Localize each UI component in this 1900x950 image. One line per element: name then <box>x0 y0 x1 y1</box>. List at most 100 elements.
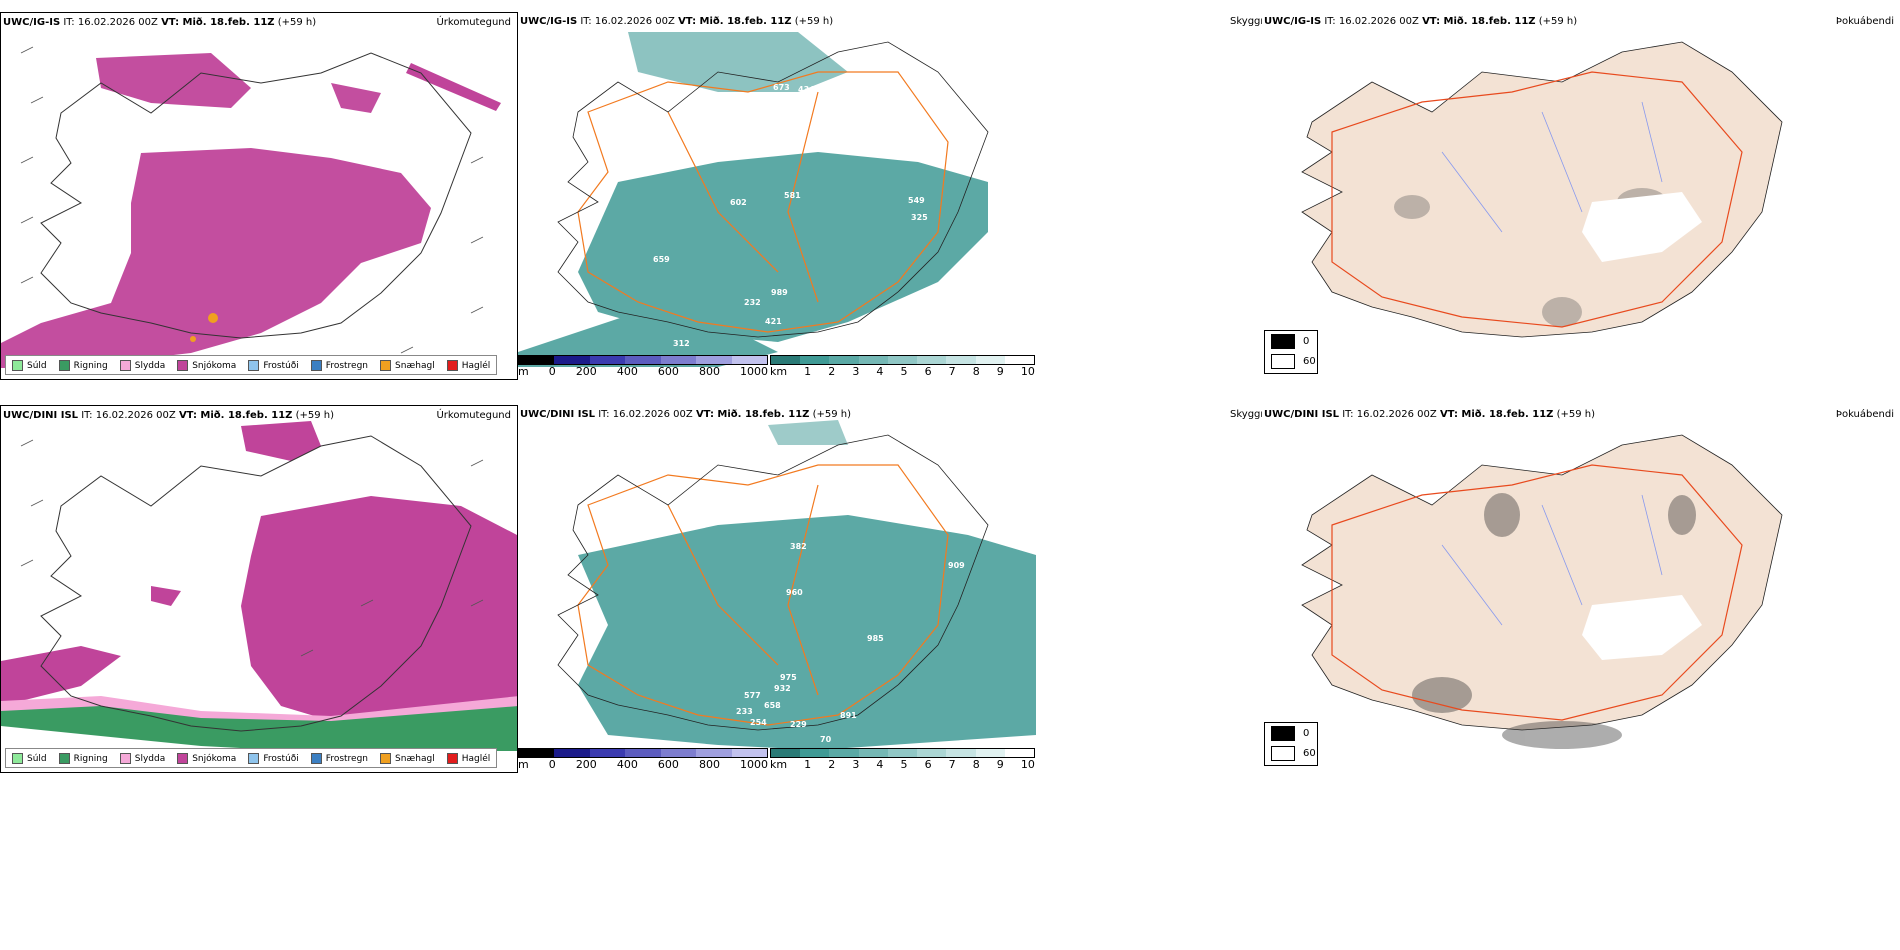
map-value-label: 79 <box>890 496 902 505</box>
roads <box>577 71 949 333</box>
fog-legend-item-0: 0 <box>1265 723 1317 743</box>
map-value-label: 659 <box>653 255 670 264</box>
map-value-label: 932 <box>774 684 791 693</box>
map-value-label: 985 <box>867 634 884 643</box>
rivers <box>1441 101 1663 233</box>
precip-snow-band <box>406 63 501 111</box>
fog-legend-item-60: 60 <box>1265 743 1317 763</box>
map-value-label: 434 <box>798 85 815 94</box>
low-visibility-area <box>578 420 1036 750</box>
map-value-label: 325 <box>911 213 928 222</box>
land <box>1301 434 1783 731</box>
panel-title: UWC/IG-IS IT: 16.02.2026 00Z VT: Mið. 18… <box>3 17 317 28</box>
coastline <box>557 434 989 731</box>
fog-legend-item-60: 60 <box>1265 351 1317 371</box>
fog-index-legend: 0 60 <box>1264 722 1318 766</box>
precip-type-map-ig-is: UWC/IG-IS IT: 16.02.2026 00Z VT: Mið. 18… <box>0 12 518 380</box>
roads <box>1331 71 1743 328</box>
map-value-label: 658 <box>764 701 781 710</box>
map-value-label: 53 <box>888 103 899 112</box>
precip-rain-band <box>1 706 517 751</box>
panel-title: UWC/DINI ISL IT: 16.02.2026 00Z VT: Mið.… <box>1264 409 1596 420</box>
legend-item-frostregn: Frostregn <box>310 752 368 764</box>
map-value-label: 909 <box>948 561 965 570</box>
cloud-base-labels: 329 79 64 382 909 960 985 975 932 577 65… <box>736 476 965 744</box>
land <box>1301 41 1783 338</box>
map-value-label: 581 <box>784 191 801 200</box>
low-visibility-area <box>518 32 988 367</box>
visibility-parameter-name: Skyggni <box>1230 16 1270 27</box>
map-value-label: 975 <box>780 673 797 682</box>
map-value-label: 989 <box>771 288 788 297</box>
map-value-label: 312 <box>673 339 690 348</box>
visibility-scale: km 1 2 3 4 5 6 7 8 9 10 <box>770 748 1035 771</box>
map-value-label: 960 <box>786 588 803 597</box>
fog-map-canvas <box>1301 434 1783 749</box>
cloud-base-scale: m 0 200 400 600 800 1000 <box>518 355 768 378</box>
legend-item-haglel: Haglél <box>446 359 490 371</box>
legend-item-snaehagl: Snæhagl <box>380 359 435 371</box>
visibility-map-dini: UWC/DINI ISL IT: 16.02.2026 00Z VT: Mið.… <box>518 405 1036 773</box>
roads <box>1331 464 1743 721</box>
roads <box>577 464 949 726</box>
visibility-map-canvas: 673 434 53 602 581 549 325 659 989 232 4… <box>518 32 989 367</box>
legend-item-sleet: Slydda <box>119 359 165 371</box>
panel-parameter-name: Þokuábendi <box>1835 409 1894 420</box>
map-value-label: 254 <box>750 718 767 727</box>
precip-map-canvas <box>1 46 501 368</box>
fog-map-canvas <box>1301 41 1783 338</box>
visibility-parameter-name: Skyggni <box>1230 409 1270 420</box>
panel-title: UWC/IG-IS IT: 16.02.2026 00Z VT: Mið. 18… <box>520 16 834 27</box>
precip-type-legend: Súld Rigning Slydda Snjókoma Frostúði Fr… <box>5 355 498 375</box>
fog-index-map-ig-is: UWC/IG-IS IT: 16.02.2026 00Z VT: Mið. 18… <box>1262 12 1900 380</box>
map-value-label: 232 <box>744 298 761 307</box>
legend-item-rain: Rigning <box>58 752 108 764</box>
map-value-label: 602 <box>730 198 747 207</box>
precip-snow-area <box>1 421 517 721</box>
precip-snow-area <box>1 53 431 368</box>
panel-title: UWC/DINI ISL IT: 16.02.2026 00Z VT: Mið.… <box>3 410 335 421</box>
legend-item-snaehagl: Snæhagl <box>380 752 435 764</box>
glacier-white <box>1582 595 1702 660</box>
legend-item-frostudi: Frostúði <box>248 752 299 764</box>
map-value-label: 70 <box>820 735 832 744</box>
rivers <box>1441 494 1663 626</box>
fog-index-legend: 0 60 <box>1264 330 1318 374</box>
panel-title: UWC/DINI ISL IT: 16.02.2026 00Z VT: Mið.… <box>520 409 852 420</box>
fog-legend-item-0: 0 <box>1265 331 1317 351</box>
map-value-label: 233 <box>736 707 753 716</box>
precip-type-legend: Súld Rigning Slydda Snjókoma Frostúði Fr… <box>5 748 498 768</box>
precip-type-map-dini: UWC/DINI ISL IT: 16.02.2026 00Z VT: Mið.… <box>0 405 518 773</box>
map-value-label: 382 <box>790 542 807 551</box>
map-value-label: 329 <box>843 476 860 485</box>
legend-item-rain: Rigning <box>58 359 108 371</box>
legend-item-frostudi: Frostúði <box>248 359 299 371</box>
map-value-label: 64 <box>893 508 905 517</box>
legend-item-drizzle: Súld <box>12 752 47 764</box>
map-value-label: 577 <box>744 691 761 700</box>
coastline <box>40 435 472 732</box>
map-value-label: 229 <box>790 720 807 729</box>
glacier-white <box>1582 192 1702 262</box>
map-value-label: 891 <box>840 711 857 720</box>
panel-title: UWC/IG-IS IT: 16.02.2026 00Z VT: Mið. 18… <box>1264 16 1578 27</box>
fog-shading <box>1412 493 1696 749</box>
map-value-label: 421 <box>765 317 782 326</box>
cloud-base-labels: 673 434 53 602 581 549 325 659 989 232 4… <box>653 83 928 348</box>
legend-item-frostregn: Frostregn <box>310 359 368 371</box>
coastline <box>557 41 989 338</box>
hail-spot <box>190 313 218 342</box>
legend-item-haglel: Haglél <box>446 752 490 764</box>
visibility-map-canvas: 329 79 64 382 909 960 985 975 932 577 65… <box>557 420 1036 750</box>
visibility-scale: km 1 2 3 4 5 6 7 8 9 10 <box>770 355 1035 378</box>
legend-item-drizzle: Súld <box>12 359 47 371</box>
legend-item-snow: Snjókoma <box>177 752 236 764</box>
panel-parameter-name: Úrkomutegund <box>436 410 511 421</box>
visibility-map-ig-is: UWC/IG-IS IT: 16.02.2026 00Z VT: Mið. 18… <box>518 12 1036 380</box>
coastline <box>40 52 472 339</box>
legend-item-snow: Snjókoma <box>177 359 236 371</box>
legend-item-sleet: Slydda <box>119 752 165 764</box>
map-value-label: 549 <box>908 196 925 205</box>
panel-parameter-name: Þokuábendi <box>1835 16 1894 27</box>
cloud-base-scale: m 0 200 400 600 800 1000 <box>518 748 768 771</box>
